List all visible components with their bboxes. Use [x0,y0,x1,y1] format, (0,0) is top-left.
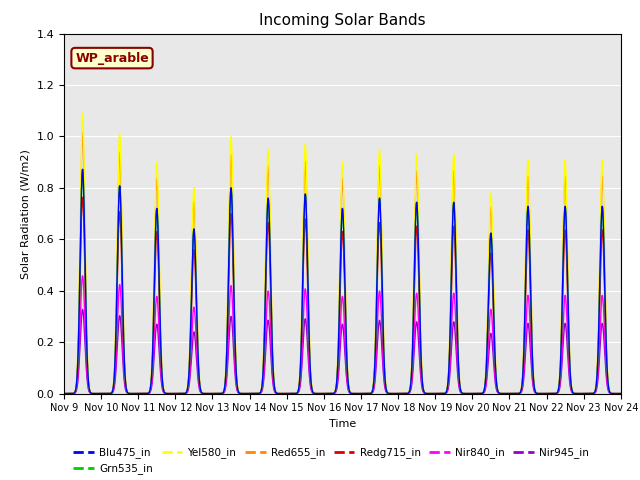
X-axis label: Time: Time [329,419,356,429]
Line: Nir840_in: Nir840_in [64,276,621,394]
Redg715_in [310,391,318,396]
Red655_in [415,274,423,279]
Blu475_in [617,391,625,396]
Y-axis label: Solar Radiation (W/m2): Solar Radiation (W/m2) [21,149,31,278]
Nir945_in [616,391,623,396]
Yel580_in [415,265,423,271]
Redg715_in [617,391,625,396]
Red655_in [609,391,617,396]
Blu475_in [559,248,567,254]
Redg715_in [616,391,623,396]
Redg715_in [79,194,86,200]
Legend: Blu475_in, Grn535_in, Yel580_in, Red655_in, Redg715_in, Nir840_in, Nir945_in: Blu475_in, Grn535_in, Yel580_in, Red655_… [69,443,593,479]
Line: Nir945_in: Nir945_in [64,310,621,394]
Red655_in [79,130,86,136]
Nir840_in [617,391,625,396]
Red655_in [60,391,68,396]
Line: Redg715_in: Redg715_in [64,197,621,394]
Nir840_in [60,391,68,396]
Red655_in [310,391,318,396]
Grn535_in [559,248,567,254]
Redg715_in [60,391,68,396]
Nir945_in [415,353,423,359]
Red655_in [616,391,623,396]
Line: Red655_in: Red655_in [64,133,621,394]
Red655_in [544,391,552,396]
Blu475_in [609,391,617,396]
Red655_in [617,391,625,396]
Nir945_in [609,391,617,396]
Yel580_in [79,110,86,116]
Nir840_in [415,338,423,344]
Nir945_in [617,391,625,396]
Nir945_in [559,337,567,343]
Nir840_in [544,391,552,396]
Yel580_in [609,391,617,396]
Grn535_in [415,290,423,296]
Blu475_in [544,391,552,396]
Nir840_in [79,273,86,279]
Grn535_in [544,391,552,396]
Nir945_in [60,391,68,396]
Grn535_in [60,391,68,396]
Grn535_in [79,167,86,172]
Line: Grn535_in: Grn535_in [64,169,621,394]
Blu475_in [79,167,86,172]
Grn535_in [609,391,617,396]
Redg715_in [609,391,617,396]
Yel580_in [60,391,68,396]
Yel580_in [616,391,623,396]
Nir945_in [79,307,86,312]
Blu475_in [415,290,423,296]
Blu475_in [310,391,318,396]
Nir945_in [544,391,552,396]
Grn535_in [310,391,318,396]
Line: Blu475_in: Blu475_in [64,169,621,394]
Grn535_in [616,391,623,396]
Nir840_in [609,391,617,396]
Redg715_in [544,391,552,396]
Redg715_in [559,266,567,272]
Yel580_in [617,391,625,396]
Nir840_in [616,391,623,396]
Blu475_in [616,391,623,396]
Title: Incoming Solar Bands: Incoming Solar Bands [259,13,426,28]
Yel580_in [559,213,567,218]
Grn535_in [617,391,625,396]
Yel580_in [544,391,552,396]
Yel580_in [310,391,318,396]
Redg715_in [415,302,423,308]
Text: WP_arable: WP_arable [75,51,149,65]
Nir840_in [559,316,567,322]
Nir840_in [310,391,318,396]
Blu475_in [60,391,68,396]
Red655_in [559,225,567,231]
Line: Yel580_in: Yel580_in [64,113,621,394]
Nir945_in [310,391,318,396]
